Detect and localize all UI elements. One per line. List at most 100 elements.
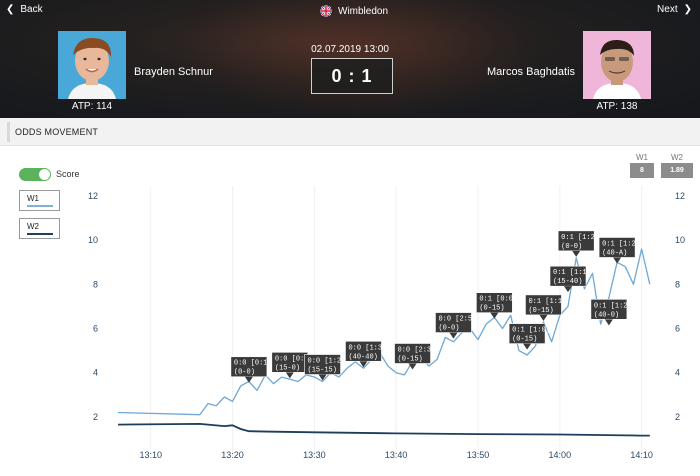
y-tick-label-left: 2 [93, 412, 98, 422]
y-tick-label-right: 10 [675, 235, 685, 245]
score-callout: 0:1 [1:2](0-0) [557, 230, 599, 257]
toggle-knob [39, 169, 50, 180]
x-tick-label: 13:20 [221, 450, 244, 460]
back-button[interactable]: ❮ Back [6, 4, 43, 15]
callout-pointer [244, 376, 253, 383]
callout-text: 0:1 [1:2] [561, 234, 599, 242]
score-toggle[interactable] [19, 168, 51, 181]
section-title: ODDS MOVEMENT [15, 127, 99, 137]
callout-text: (15-40) [553, 278, 582, 286]
legend-w2-swatch [27, 233, 53, 235]
callout-text: (15-15) [308, 367, 337, 375]
current-w1-odds: 8 [630, 163, 654, 178]
y-tick-label-left: 8 [93, 279, 98, 289]
callout-pointer [449, 332, 458, 339]
y-tick-label-left: 10 [88, 235, 98, 245]
callout-text: (0-15) [479, 305, 504, 313]
callout-text: (0-0) [234, 369, 255, 377]
tournament-title: Wimbledon [320, 5, 388, 17]
callout-text: (15-0) [275, 364, 300, 372]
y-tick-label-left: 4 [93, 368, 98, 378]
player1-atp-rank: ATP: 114 [71, 101, 113, 112]
callout-text: (40-40) [348, 353, 377, 361]
y-tick-label-right: 6 [675, 324, 680, 334]
series-line-w2 [117, 422, 650, 437]
callout-pointer [613, 257, 622, 264]
callout-text: 0:1 [1:1] [528, 298, 566, 306]
uk-flag-icon [320, 5, 332, 17]
score-callout: 0:1 [1:2](40-0) [590, 299, 632, 326]
callout-box [394, 343, 431, 364]
callout-pointer [539, 314, 548, 321]
callout-box [525, 294, 562, 316]
chevron-right-icon: ❯ [683, 3, 692, 15]
callout-text: 0:0 [1:2] [308, 358, 346, 366]
callout-text: (0-15) [512, 336, 537, 344]
x-tick-label: 14:10 [630, 450, 653, 460]
callout-text: (40-A) [602, 249, 627, 257]
legend-w2-label: W2 [27, 222, 39, 231]
callout-text: 0:0 [0:2] [275, 355, 313, 363]
player2-photo[interactable] [583, 31, 651, 99]
player2-name[interactable]: Marcos Baghdatis [487, 66, 576, 78]
callout-text: 0:1 [0:0] [479, 296, 517, 304]
callout-text: (40-0) [594, 311, 619, 319]
legend-w2-button[interactable]: W2 [19, 218, 60, 239]
match-datetime: 02.07.2019 13:00 [311, 44, 389, 55]
callout-text: 0:1 [1:2] [594, 302, 632, 310]
callout-text: 0:0 [0:1] [234, 360, 272, 368]
score-callout: 0:0 [2:3](0-15) [394, 343, 436, 370]
callout-text: 0:0 [2:5] [438, 316, 476, 324]
callout-pointer [318, 374, 327, 381]
callout-text: (0-15) [398, 355, 423, 363]
legend-w1-swatch [27, 205, 53, 207]
score-callout: 0:1 [1:2](40-A) [598, 237, 640, 264]
callout-text: 0:1 [1:0] [512, 327, 550, 335]
tournament-name: Wimbledon [338, 5, 389, 17]
x-tick-label: 13:10 [139, 450, 162, 460]
match-header: ❮ Back Wimbledon Next ❯ [0, 0, 700, 118]
callout-pointer [285, 372, 294, 379]
callout-pointer [604, 319, 613, 326]
next-label: Next [657, 4, 678, 15]
score-callout: 0:1 [1:1](0-15) [525, 294, 566, 321]
current-w2-odds: 1.89 [661, 163, 693, 178]
score-callout: 0:0 [2:5](0-0) [435, 312, 476, 339]
player1-name[interactable]: Brayden Schnur [134, 66, 213, 78]
x-tick-label: 13:30 [303, 450, 326, 460]
callout-pointer [523, 343, 532, 350]
callout-pointer [359, 361, 368, 368]
current-w2-label: W2 [671, 153, 683, 162]
score-callout: 0:1 [0:0](0-15) [476, 292, 517, 319]
player1-photo[interactable] [58, 31, 126, 99]
score-callout: 0:1 [1:1](15-40) [549, 265, 591, 293]
callout-pointer [572, 250, 581, 257]
chevron-left-icon: ❮ [6, 3, 15, 15]
y-tick-label-right: 4 [675, 368, 680, 378]
callout-pointer [408, 363, 417, 370]
x-tick-label: 13:40 [385, 450, 408, 460]
y-tick-label-left: 12 [88, 191, 98, 201]
callout-text: (0-0) [561, 243, 582, 251]
x-tick-label: 13:50 [467, 450, 490, 460]
section-accent [7, 122, 10, 142]
current-w1-label: W1 [636, 153, 648, 162]
callout-text: 0:1 [1:1] [553, 269, 591, 277]
odds-chart: 13:10 13:20 13:30 13:40 13:50 14:00 14:10 2 2 4 4 6… [88, 186, 685, 460]
y-tick-label-right: 12 [675, 191, 685, 201]
back-label: Back [20, 4, 43, 15]
callout-pointer [490, 312, 499, 319]
legend-w1-button[interactable]: W1 [19, 190, 60, 211]
callout-pointer [564, 286, 572, 293]
callout-text: (0-0) [438, 325, 459, 333]
callout-text: 0:1 [1:2] [602, 240, 640, 248]
score-callout: 0:0 [1:3](40-40) [345, 340, 386, 368]
odds-movement-header: ODDS MOVEMENT [0, 118, 700, 146]
score-callout: 0:0 [0:2](15-0) [271, 352, 313, 379]
next-button[interactable]: Next ❯ [657, 4, 692, 15]
callout-text: 0:0 [1:3] [348, 344, 386, 352]
callout-text: 0:0 [2:3] [398, 346, 436, 354]
y-tick-label-right: 8 [675, 279, 680, 289]
score-callout: 0:0 [0:1](0-0) [230, 356, 272, 383]
